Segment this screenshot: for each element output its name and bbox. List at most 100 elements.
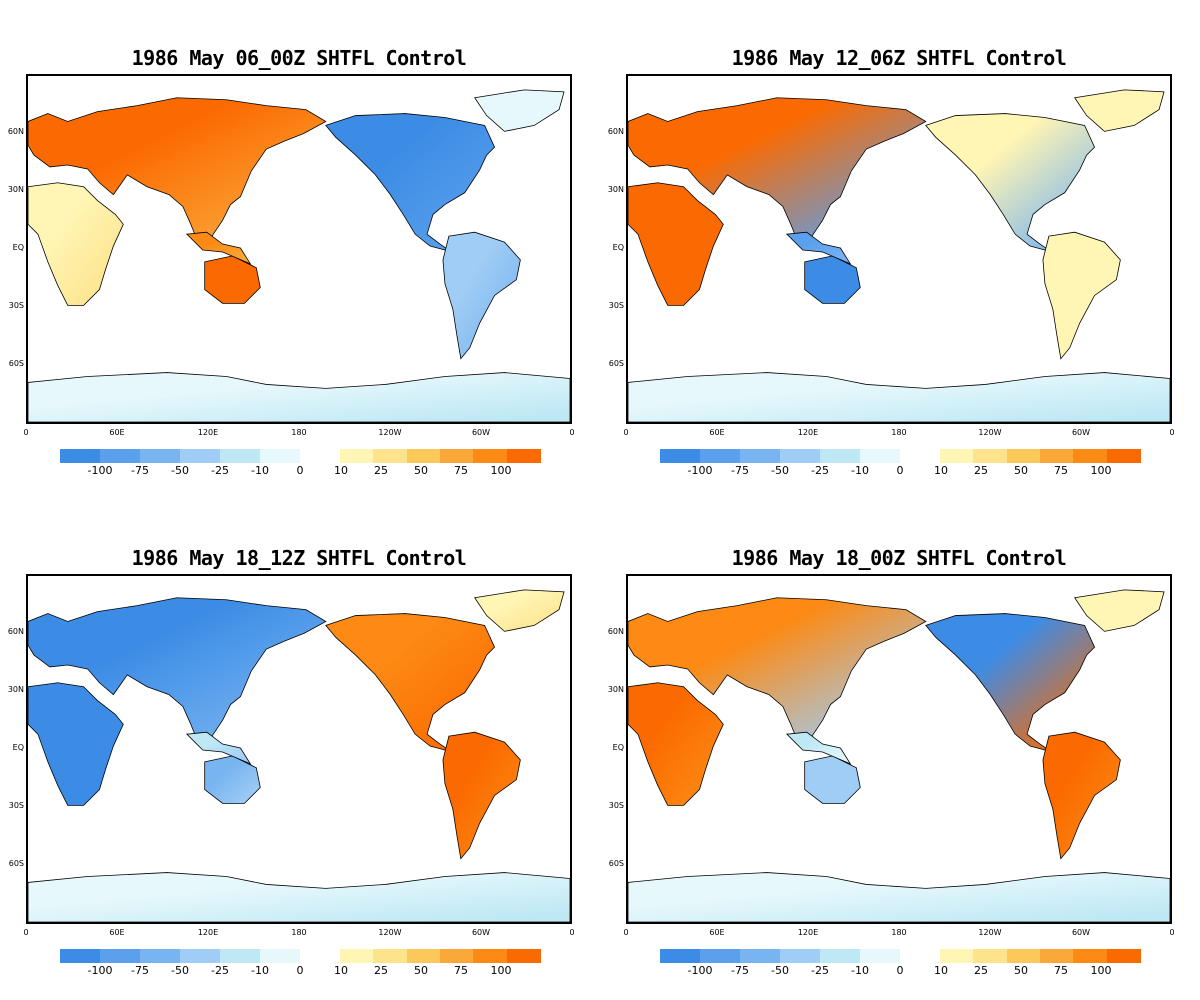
colorbar-swatch [1039, 949, 1074, 963]
longitude-label: 180 [891, 428, 907, 437]
colorbar-positive [340, 449, 541, 463]
map-panel-3: 1986 May 18_12Z SHTFL Control 60N 30N EQ 30S… [0, 500, 600, 1000]
longitude-label: 0 [1169, 428, 1175, 437]
longitude-label: 0 [23, 928, 29, 937]
colorbar-tick-label: 25 [374, 964, 388, 977]
colorbar-tick-label: -100 [687, 964, 713, 977]
africa-landmass [28, 682, 124, 806]
seAsia-landmass [785, 731, 852, 765]
longitude-label: 0 [623, 428, 629, 437]
colorbar-swatch [1006, 949, 1041, 963]
map-area [26, 74, 572, 424]
colorbar-tick-label: 50 [414, 964, 428, 977]
colorbar-swatch [700, 949, 740, 963]
colorbar-swatch [860, 949, 900, 963]
latitude-label: EQ [12, 243, 24, 252]
colorbar-swatch [406, 449, 441, 463]
australia-landmass [804, 755, 861, 804]
map-canvas [28, 89, 570, 422]
colorbar-tick-label: 50 [1014, 964, 1028, 977]
colorbar-swatch [860, 449, 900, 463]
map-panel-4: 1986 May 18_00Z SHTFL Control 60N 30N EQ 30S… [600, 500, 1200, 1000]
antarctica-landmass [628, 872, 1170, 922]
latitude-label: 30S [608, 801, 624, 810]
seAsia-landmass [185, 231, 252, 265]
latitude-label: 30N [7, 685, 24, 694]
antarctica-landmass [628, 372, 1170, 422]
southAmerica-landmass [1042, 731, 1121, 860]
latitude-label: 60S [8, 859, 24, 868]
map-panel-2: 1986 May 12_06Z SHTFL Control 60N 30N EQ 30S… [600, 0, 1200, 500]
colorbar-swatch [1073, 949, 1108, 963]
latitude-label: 30N [607, 685, 624, 694]
colorbar-swatch [340, 949, 374, 963]
colorbar-swatch [973, 949, 1008, 963]
colorbar-swatch [660, 449, 700, 463]
colorbar-swatch [373, 449, 408, 463]
colorbar-tick-label: 75 [454, 964, 468, 977]
colorbar-negative [660, 449, 900, 463]
colorbar-tick-label: 100 [1090, 464, 1112, 477]
longitude-label: 0 [569, 928, 575, 937]
africa-landmass [28, 182, 124, 306]
map-panel-1: 1986 May 06_00Z SHTFL Control 60N 30N EQ 30S… [0, 0, 600, 500]
longitude-label: 120E [797, 928, 819, 937]
colorbar-swatch [1073, 449, 1108, 463]
colorbar-tick-label: -75 [731, 964, 749, 977]
colorbar-tick-label: 50 [414, 464, 428, 477]
colorbar-tick-label: -10 [251, 964, 269, 977]
latitude-label: EQ [612, 743, 624, 752]
seAsia-landmass [185, 731, 252, 765]
colorbar-tick-label: 75 [1054, 464, 1068, 477]
southAmerica-landmass [1042, 231, 1121, 360]
colorbar-tick-label: 10 [334, 464, 348, 477]
colorbar-positive [940, 449, 1141, 463]
longitude-label: 60E [709, 928, 725, 937]
australia-landmass [204, 255, 261, 304]
colorbar-tick-label: 0 [296, 464, 304, 477]
colorbar-tick-label: 50 [1014, 464, 1028, 477]
longitude-label: 180 [891, 928, 907, 937]
colorbar-tick-label: -50 [771, 464, 789, 477]
northAmerica-landmass [325, 113, 496, 255]
greenland-landmass [1074, 589, 1165, 632]
colorbar-tick-label: -10 [851, 964, 869, 977]
eurasia-landmass [28, 97, 327, 245]
latitude-label: 30S [8, 301, 24, 310]
colorbar-tick-label: 25 [974, 964, 988, 977]
greenland-landmass [474, 89, 565, 132]
colorbar-swatch [373, 949, 408, 963]
colorbar-tick-label: -25 [811, 464, 829, 477]
longitude-label: 120W [978, 428, 1002, 437]
colorbar-tick-label: 10 [934, 464, 948, 477]
colorbar-tick-label: -75 [131, 964, 149, 977]
longitude-label: 120E [197, 428, 219, 437]
colorbar-swatch [180, 449, 220, 463]
map-area [26, 574, 572, 924]
colorbar-swatch [1006, 449, 1041, 463]
colorbar-tick-label: -100 [87, 964, 113, 977]
latitude-label: 60N [7, 627, 24, 636]
colorbar-swatch [473, 949, 508, 963]
colorbar-swatch [260, 949, 300, 963]
latitude-label: 30S [608, 301, 624, 310]
longitude-label: 0 [1169, 928, 1175, 937]
latitude-label: 30S [8, 801, 24, 810]
antarctica-landmass [28, 372, 570, 422]
colorbar-swatch [439, 449, 474, 463]
colorbar-swatch [260, 449, 300, 463]
colorbar-positive [340, 949, 541, 963]
eurasia-landmass [628, 597, 927, 745]
latitude-label: 30N [607, 185, 624, 194]
colorbar-tick-label: -10 [851, 464, 869, 477]
longitude-label: 0 [623, 928, 629, 937]
colorbar-swatch [700, 449, 740, 463]
longitude-label: 120W [378, 928, 402, 937]
longitude-label: 60W [471, 428, 491, 437]
latitude-label: 60S [608, 859, 624, 868]
colorbar-swatch [940, 449, 974, 463]
colorbar-swatch [820, 449, 860, 463]
colorbar-swatch [180, 949, 220, 963]
colorbar-swatch [473, 449, 508, 463]
longitude-label: 60E [709, 428, 725, 437]
